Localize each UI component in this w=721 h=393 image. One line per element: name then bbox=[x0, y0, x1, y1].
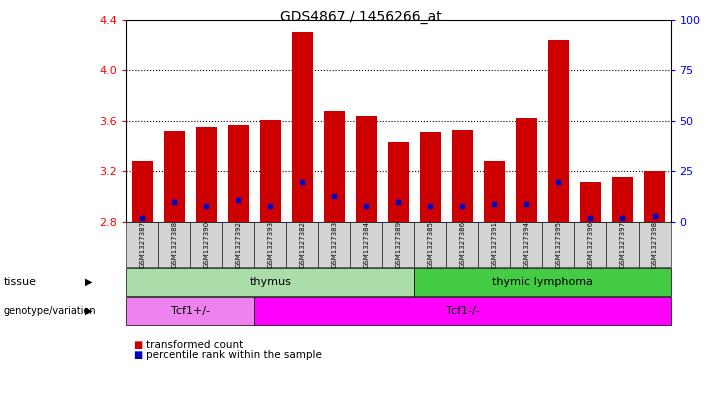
Bar bbox=[196, 127, 216, 222]
Text: ■: ■ bbox=[133, 350, 143, 360]
Text: genotype/variation: genotype/variation bbox=[4, 306, 96, 316]
Text: GSM1327391: GSM1327391 bbox=[492, 221, 497, 268]
Bar bbox=[388, 142, 409, 222]
Text: transformed count: transformed count bbox=[146, 340, 244, 350]
Bar bbox=[420, 132, 441, 222]
Text: percentile rank within the sample: percentile rank within the sample bbox=[146, 350, 322, 360]
Text: GSM1327386: GSM1327386 bbox=[459, 221, 465, 268]
Text: thymic lymphoma: thymic lymphoma bbox=[492, 277, 593, 287]
Bar bbox=[132, 161, 153, 222]
Bar bbox=[260, 119, 280, 222]
Text: GDS4867 / 1456266_at: GDS4867 / 1456266_at bbox=[280, 10, 441, 24]
Text: GSM1327388: GSM1327388 bbox=[171, 221, 177, 268]
Text: GSM1327397: GSM1327397 bbox=[619, 221, 626, 268]
Text: GSM1327392: GSM1327392 bbox=[235, 221, 242, 268]
Text: GSM1327394: GSM1327394 bbox=[523, 221, 529, 268]
Text: thymus: thymus bbox=[249, 277, 291, 287]
Bar bbox=[228, 125, 249, 222]
Text: ▶: ▶ bbox=[85, 277, 92, 287]
Text: Tcf1-/-: Tcf1-/- bbox=[446, 306, 479, 316]
Bar bbox=[324, 111, 345, 222]
Text: GSM1327383: GSM1327383 bbox=[332, 221, 337, 268]
Text: ▶: ▶ bbox=[85, 306, 92, 316]
Text: ■: ■ bbox=[133, 340, 143, 350]
Text: GSM1327393: GSM1327393 bbox=[267, 221, 273, 268]
Bar bbox=[452, 130, 473, 222]
Bar bbox=[644, 171, 665, 222]
Bar bbox=[612, 176, 633, 222]
Text: GSM1327398: GSM1327398 bbox=[652, 221, 658, 268]
Bar bbox=[292, 32, 313, 222]
Text: GSM1327396: GSM1327396 bbox=[588, 221, 593, 268]
Text: GSM1327387: GSM1327387 bbox=[139, 221, 145, 268]
Text: GSM1327384: GSM1327384 bbox=[363, 221, 369, 268]
Bar bbox=[484, 161, 505, 222]
Bar bbox=[164, 131, 185, 222]
Text: GSM1327385: GSM1327385 bbox=[428, 221, 433, 268]
Text: GSM1327382: GSM1327382 bbox=[299, 221, 305, 268]
Text: Tcf1+/-: Tcf1+/- bbox=[171, 306, 210, 316]
Text: GSM1327395: GSM1327395 bbox=[555, 221, 562, 268]
Text: GSM1327389: GSM1327389 bbox=[395, 221, 402, 268]
Text: tissue: tissue bbox=[4, 277, 37, 287]
Bar bbox=[356, 116, 377, 222]
Bar bbox=[580, 182, 601, 222]
Bar bbox=[516, 118, 537, 222]
Bar bbox=[548, 40, 569, 222]
Text: GSM1327390: GSM1327390 bbox=[203, 221, 209, 268]
